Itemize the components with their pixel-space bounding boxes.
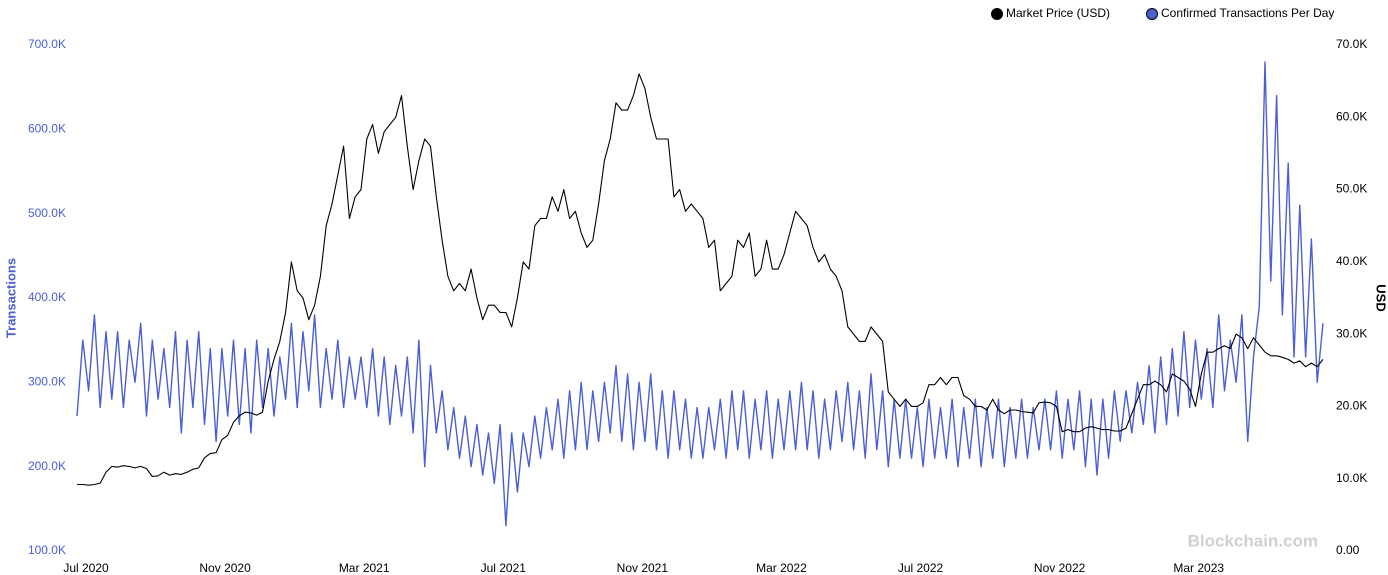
x-tick-label: Jul 2022 [898,561,944,575]
y-tick-label: 400.0K [28,290,66,304]
legend-marker [991,8,1003,20]
y-tick-label: 100.0K [28,543,66,557]
legend-label: Confirmed Transactions Per Day [1161,6,1334,20]
x-tick-label: Mar 2022 [756,561,807,575]
x-tick-label: Nov 2020 [199,561,251,575]
x-tick-label: Mar 2023 [1173,561,1224,575]
y2-tick-label: 10.0K [1336,471,1367,485]
y2-axis-title: USD [1374,284,1388,311]
y2-tick-label: 40.0K [1336,254,1367,268]
legend-label: Market Price (USD) [1006,6,1110,20]
series-line [76,61,1324,527]
y2-tick-label: 50.0K [1336,182,1367,196]
y-tick-label: 500.0K [28,206,66,220]
x-tick-label: Nov 2022 [1034,561,1086,575]
y2-tick-label: 60.0K [1336,109,1367,123]
x-tick-label: Jul 2020 [63,561,109,575]
y-tick-label: 300.0K [28,375,66,389]
y2-tick-label: 70.0K [1336,37,1367,51]
y2-tick-label: 30.0K [1336,326,1367,340]
x-tick-label: Mar 2021 [339,561,390,575]
y-tick-label: 600.0K [28,122,66,136]
watermark: Blockchain.com [1188,531,1318,550]
x-tick-label: Jul 2021 [481,561,527,575]
y-tick-label: 700.0K [28,37,66,51]
x-tick-label: Nov 2021 [617,561,669,575]
legend-marker [1146,8,1158,20]
y-tick-label: 200.0K [28,459,66,473]
y2-tick-label: 20.0K [1336,399,1367,413]
y-axis-title: Transactions [3,258,18,338]
series-line [77,73,1324,486]
y2-tick-label: 0.00 [1336,543,1360,557]
